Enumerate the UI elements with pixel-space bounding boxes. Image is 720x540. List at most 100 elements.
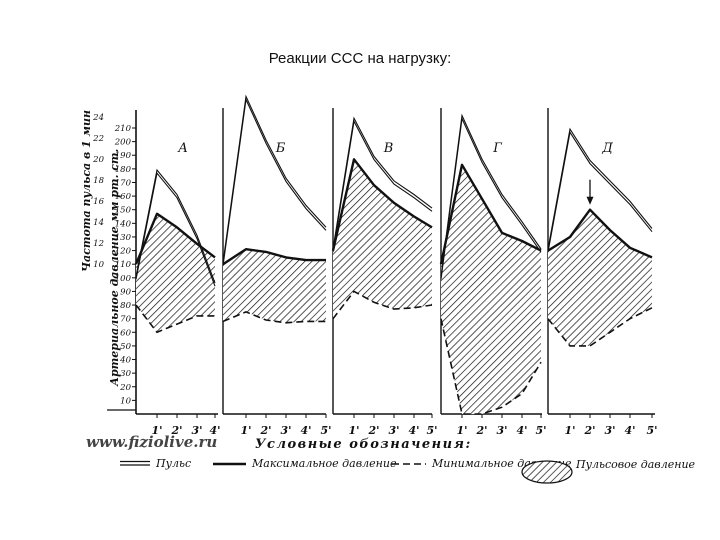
pulse-line-outer	[222, 94, 327, 263]
x-tick-label: 5'	[646, 424, 657, 437]
pulse-line-inner	[332, 119, 433, 253]
pressure-tick-label: 100	[115, 274, 132, 284]
legend-pulse-pressure-label: Пульсовое давление	[575, 458, 696, 471]
x-tick-label: 5'	[320, 424, 331, 437]
pressure-tick-label: 130	[115, 233, 132, 243]
pressure-tick-label: 190	[115, 151, 132, 161]
x-tick-label: 2'	[583, 424, 595, 437]
pressure-axis-title: Артериальное давление мм рт. ст.	[108, 148, 121, 387]
min-pressure-line	[135, 304, 215, 334]
max-pressure-line	[547, 208, 653, 259]
pulse-pressure-area	[333, 159, 432, 319]
x-tick-label: 4'	[516, 424, 527, 437]
legend-title: Условные обозначения:	[255, 437, 472, 452]
pulse-line-outer	[547, 127, 653, 250]
x-tick-label: 4'	[624, 424, 635, 437]
min-pressure-line	[440, 318, 542, 415]
pulse-line-inner	[222, 97, 327, 266]
axis-layer: 210 200 190 180 170 160 150 140 130 120 110 100 90 80…	[92, 110, 137, 414]
pulse-axis-title: Частота пульса в 1 мин	[80, 110, 93, 272]
pressure-tick-label: 90	[120, 287, 131, 297]
legend-pulse-pressure-swatch	[521, 460, 573, 484]
pressure-tick-label: 210	[114, 124, 132, 134]
x-tick-label: 3'	[496, 424, 507, 437]
pressure-tick-label: 10	[120, 396, 131, 406]
pulse-tick-label: 10	[93, 260, 104, 270]
panel-3: Г 1' 2' 3' 4' 5'	[439, 108, 547, 437]
pressure-tick-label: 20	[119, 383, 131, 393]
panel-label: А	[177, 141, 188, 156]
legend-max-label: Максимальное давление	[251, 457, 397, 470]
pulse-pressure-area	[548, 209, 652, 346]
panel-4: Д 1' 2' 3' 4' 5'	[547, 108, 658, 437]
pressure-tick-label: 50	[120, 342, 131, 352]
x-tick-label: 4'	[408, 424, 419, 437]
pulse-tick-label: 14	[93, 218, 104, 228]
pulse-pressure-area	[223, 249, 326, 323]
pressure-tick-label: 200	[114, 138, 132, 148]
pressure-tick-label: 70	[120, 315, 131, 325]
pulse-tick-label: 12	[93, 239, 104, 249]
panel-label: Г	[492, 141, 502, 156]
panel-label: Д	[601, 141, 613, 156]
x-tick-label: 3'	[604, 424, 615, 437]
panel-2: В 1' 2' 3' 4' 5'	[331, 108, 438, 437]
x-tick-label: 1'	[456, 424, 467, 437]
pressure-tick-label: 170	[115, 178, 132, 188]
pulse-tick-label: 16	[93, 197, 104, 207]
pulse-line-outer	[135, 168, 216, 284]
pulse-tick-label: 24	[92, 113, 104, 123]
pressure-tick-label: 30	[120, 369, 131, 379]
max-pressure-line	[439, 163, 542, 265]
x-tick-label: 4'	[300, 424, 311, 437]
pressure-tick-label: 150	[115, 206, 132, 216]
annotation-arrow-head	[586, 196, 594, 205]
x-tick-label: 1'	[240, 424, 251, 437]
pressure-tick-label: 60	[120, 328, 131, 338]
x-tick-label: 5'	[426, 424, 437, 437]
pulse-tick-label: 22	[92, 134, 104, 144]
x-tick-label: 1'	[348, 424, 359, 437]
legend: Пульс Максимальное давление Минимальное …	[120, 457, 696, 484]
slide-title: Реакции ССС на нагрузку:	[268, 50, 452, 67]
x-tick-label: 5'	[535, 424, 546, 437]
panel-label: Б	[275, 141, 286, 156]
pressure-tick-label: 140	[115, 219, 132, 229]
pulse-line-inner	[135, 171, 216, 287]
pressure-tick-label: 40	[119, 356, 131, 366]
panels-layer: А 1' 2' 3' 4' Б 1' 2' 3' 4' 5' В 1' 2' 3' 4' 5' Г 1' 2' 3' 4'…	[134, 94, 658, 437]
max-pressure-line	[134, 212, 216, 265]
pulse-line-inner	[440, 116, 542, 280]
x-tick-label: 2'	[367, 424, 379, 437]
min-pressure-line	[222, 311, 326, 324]
x-tick-label: 2'	[259, 424, 271, 437]
panel-1: Б 1' 2' 3' 4' 5'	[222, 94, 332, 437]
panel-0: А 1' 2' 3' 4'	[134, 141, 221, 437]
legend-pulse-label: Пульс	[155, 457, 191, 470]
x-tick-label: 3'	[388, 424, 399, 437]
x-tick-label: 3'	[280, 424, 291, 437]
pulse-line-inner	[547, 130, 653, 253]
min-pressure-line	[547, 307, 653, 347]
pressure-tick-label: 120	[115, 247, 132, 257]
x-tick-label: 4'	[209, 424, 220, 437]
min-pressure-line	[332, 290, 433, 320]
x-tick-label: 2'	[170, 424, 182, 437]
x-tick-label: 1'	[564, 424, 575, 437]
pressure-tick-label: 180	[115, 165, 132, 175]
pulse-tick-label: 18	[93, 176, 104, 186]
pulse-pressure-area	[441, 164, 541, 414]
pressure-tick-label: 110	[115, 260, 132, 270]
x-tick-label: 3'	[191, 424, 202, 437]
pressure-tick-label: 160	[115, 192, 132, 202]
x-tick-label: 2'	[475, 424, 487, 437]
max-pressure-line	[331, 158, 433, 251]
watermark: www.fiziolive.ru	[86, 433, 217, 451]
max-pressure-line	[222, 247, 326, 266]
pressure-tick-label: 80	[120, 301, 131, 311]
pulse-pressure-area	[136, 213, 215, 333]
panel-label: В	[383, 141, 394, 156]
pulse-tick-label: 20	[92, 155, 104, 165]
x-tick-label: 1'	[151, 424, 162, 437]
